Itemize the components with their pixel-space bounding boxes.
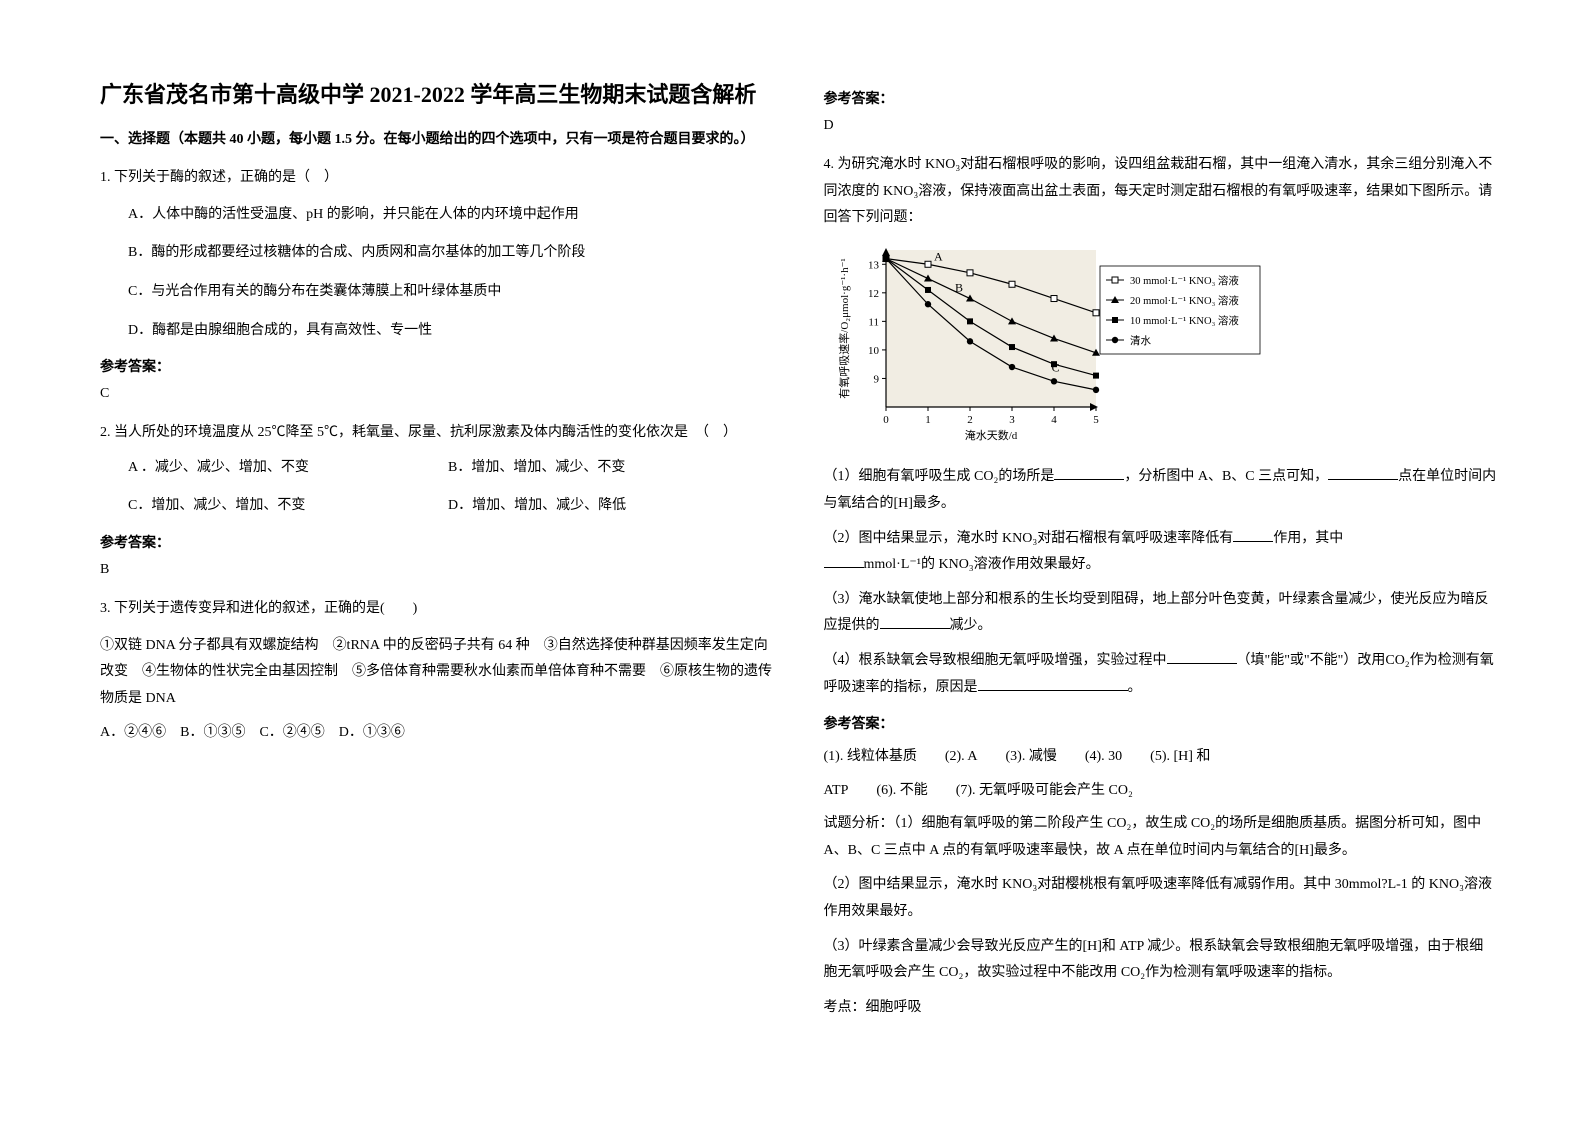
- q2-opt-d: D．增加、增加、减少、降低: [448, 493, 626, 520]
- svg-text:12: 12: [868, 288, 879, 300]
- q4-sub3: （3）淹水缺氧使地上部分和根系的生长均受到阻碍，地上部分叶色变黄，叶绿素含量减少…: [824, 587, 1498, 640]
- svg-text:9: 9: [873, 373, 879, 385]
- answer-label: 参考答案：: [100, 356, 774, 376]
- q1-opt-a: A．人体中酶的活性受温度、pH 的影响，并只能在人体的内环境中起作用: [100, 202, 774, 229]
- q3-body: ①双链 DNA 分子都具有双螺旋结构 ②tRNA 中的反密码子共有 64 种 ③…: [100, 633, 774, 713]
- q4-explain-1: 试题分析：（1）细胞有氧呼吸的第二阶段产生 CO₂，故生成 CO₂的场所是细胞质…: [824, 811, 1498, 864]
- q4-sub1: （1）细胞有氧呼吸生成 CO₂的场所是，分析图中 A、B、C 三点可知，点在单位…: [824, 464, 1498, 517]
- q3-answer: D: [824, 118, 1498, 134]
- svg-text:20 mmol·L⁻¹ KNO₃ 溶液: 20 mmol·L⁻¹ KNO₃ 溶液: [1130, 294, 1239, 307]
- q4-ans-3: (3). 减慢: [1006, 743, 1057, 771]
- svg-text:0: 0: [883, 414, 889, 426]
- svg-text:C: C: [1051, 360, 1059, 374]
- section-header: 一、选择题（本题共 40 小题，每小题 1.5 分。在每小题给出的四个选项中，只…: [100, 129, 774, 151]
- question-4: 4. 为研究淹水时 KNO₃对甜石榴根呼吸的影响，设四组盆栽甜石榴，其中一组淹入…: [824, 152, 1498, 701]
- svg-text:2: 2: [967, 414, 973, 426]
- svg-text:10: 10: [868, 345, 880, 357]
- svg-text:5: 5: [1093, 414, 1099, 426]
- q2-opt-b: B．增加、增加、减少、不变: [448, 455, 625, 482]
- q4-explain-4: 考点：细胞呼吸: [824, 995, 1498, 1022]
- q4-ans-7: (7). 无氧呼吸可能会产生 CO₂: [956, 777, 1133, 805]
- q2-stem: 2. 当人所处的环境温度从 25℃降至 5℃，耗氧量、尿量、抗利尿激素及体内酶活…: [100, 420, 774, 447]
- q1-stem: 1. 下列关于酶的叙述，正确的是（ ）: [100, 165, 774, 192]
- question-2: 2. 当人所处的环境温度从 25℃降至 5℃，耗氧量、尿量、抗利尿激素及体内酶活…: [100, 420, 774, 520]
- q3-stem: 3. 下列关于遗传变异和进化的叙述，正确的是( ): [100, 596, 774, 623]
- q3-opts: A．②④⑥ B．①③⑤ C．②④⑤ D．①③⑥: [100, 720, 774, 747]
- q4-explain-3: （3）叶绿素含量减少会导致光反应产生的[H]和 ATP 减少。根系缺氧会导致根细…: [824, 934, 1498, 987]
- svg-text:30 mmol·L⁻¹ KNO₃ 溶液: 30 mmol·L⁻¹ KNO₃ 溶液: [1130, 274, 1239, 287]
- svg-text:A: A: [934, 249, 943, 263]
- svg-text:10 mmol·L⁻¹ KNO₃ 溶液: 10 mmol·L⁻¹ KNO₃ 溶液: [1130, 314, 1239, 327]
- svg-text:B: B: [955, 280, 963, 294]
- svg-text:11: 11: [868, 316, 879, 328]
- page-title: 广东省茂名市第十高级中学 2021-2022 学年高三生物期末试题含解析: [100, 80, 774, 111]
- q4-ans-5: (5). [H] 和: [1150, 743, 1210, 771]
- q4-answer-block: (1). 线粒体基质 (2). A (3). 减慢 (4). 30 (5). […: [824, 743, 1498, 1021]
- q4-ans-5b: ATP: [824, 777, 849, 805]
- q1-opt-b: B．酶的形成都要经过核糖体的合成、内质网和高尔基体的加工等几个阶段: [100, 240, 774, 267]
- q1-opt-c: C．与光合作用有关的酶分布在类囊体薄膜上和叶绿体基质中: [100, 279, 774, 306]
- q4-sub4: （4）根系缺氧会导致根细胞无氧呼吸增强，实验过程中（填"能"或"不能"）改用CO…: [824, 648, 1498, 701]
- question-1: 1. 下列关于酶的叙述，正确的是（ ） A．人体中酶的活性受温度、pH 的影响，…: [100, 165, 774, 344]
- svg-text:3: 3: [1009, 414, 1015, 426]
- svg-text:4: 4: [1051, 414, 1057, 426]
- svg-text:1: 1: [925, 414, 931, 426]
- svg-text:有氧呼吸速率/O₂μmol·g⁻¹·h⁻¹: 有氧呼吸速率/O₂μmol·g⁻¹·h⁻¹: [837, 258, 851, 398]
- q2-opt-a: A ．减少、减少、增加、不变: [128, 455, 448, 482]
- q4-explain-2: （2）图中结果显示，淹水时 KNO₃对甜樱桃根有氧呼吸速率降低有减弱作用。其中 …: [824, 872, 1498, 925]
- q4-ans-2: (2). A: [945, 743, 978, 771]
- answer-label: 参考答案：: [824, 88, 1498, 108]
- q2-answer: B: [100, 562, 774, 578]
- q1-opt-d: D．酶都是由腺细胞合成的，具有高效性、专一性: [100, 318, 774, 345]
- answer-label: 参考答案：: [100, 532, 774, 552]
- q1-answer: C: [100, 386, 774, 402]
- question-3: 3. 下列关于遗传变异和进化的叙述，正确的是( ) ①双链 DNA 分子都具有双…: [100, 596, 774, 747]
- q4-ans-6: (6). 不能: [876, 777, 927, 805]
- svg-text:13: 13: [868, 259, 880, 271]
- svg-text:清水: 清水: [1130, 334, 1152, 347]
- q4-ans-4: (4). 30: [1085, 743, 1122, 771]
- respiration-chart: 012345910111213淹水天数/d有氧呼吸速率/O₂μmol·g⁻¹·h…: [836, 242, 1498, 453]
- q4-sub2: （2）图中结果显示，淹水时 KNO₃对甜石榴根有氧呼吸速率降低有作用，其中mmo…: [824, 526, 1498, 579]
- q4-stem: 4. 为研究淹水时 KNO₃对甜石榴根呼吸的影响，设四组盆栽甜石榴，其中一组淹入…: [824, 152, 1498, 232]
- q4-ans-1: (1). 线粒体基质: [824, 743, 917, 771]
- svg-text:淹水天数/d: 淹水天数/d: [964, 429, 1017, 442]
- q2-opt-c: C．增加、减少、增加、不变: [128, 493, 448, 520]
- answer-label: 参考答案：: [824, 713, 1498, 733]
